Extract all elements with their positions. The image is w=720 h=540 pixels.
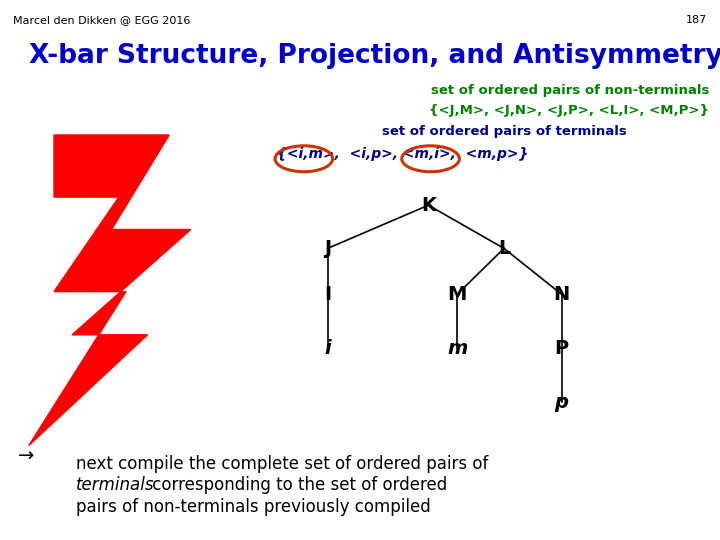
Text: next compile the complete set of ordered pairs of: next compile the complete set of ordered… xyxy=(76,455,488,472)
Text: K: K xyxy=(421,195,436,215)
Text: p: p xyxy=(554,393,569,412)
Text: terminals: terminals xyxy=(76,476,154,494)
Text: set of ordered pairs of non-terminals: set of ordered pairs of non-terminals xyxy=(431,84,709,97)
Text: P: P xyxy=(554,339,569,358)
Polygon shape xyxy=(29,135,191,446)
Text: J: J xyxy=(324,239,331,258)
Text: {<J,M>, <J,N>, <J,P>, <L,I>, <M,P>}: {<J,M>, <J,N>, <J,P>, <L,I>, <M,P>} xyxy=(429,104,709,117)
Text: Marcel den Dikken @ EGG 2016: Marcel den Dikken @ EGG 2016 xyxy=(13,15,190,25)
Text: i: i xyxy=(324,339,331,358)
Text: 187: 187 xyxy=(685,15,707,25)
Text: set of ordered pairs of terminals: set of ordered pairs of terminals xyxy=(382,125,626,138)
Text: pairs of non-terminals previously compiled: pairs of non-terminals previously compil… xyxy=(76,498,431,516)
Text: m: m xyxy=(447,339,467,358)
Text: L: L xyxy=(498,239,510,258)
Text: X-bar Structure, Projection, and Antisymmetry: X-bar Structure, Projection, and Antisym… xyxy=(29,43,720,69)
Text: M: M xyxy=(448,285,467,304)
Text: corresponding to the set of ordered: corresponding to the set of ordered xyxy=(147,476,447,494)
Text: →: → xyxy=(18,447,35,466)
Text: {<i,m>,  <i,p>, <m,i>,  <m,p>}: {<i,m>, <i,p>, <m,i>, <m,p>} xyxy=(277,147,528,161)
Text: I: I xyxy=(324,285,331,304)
Text: N: N xyxy=(554,285,570,304)
